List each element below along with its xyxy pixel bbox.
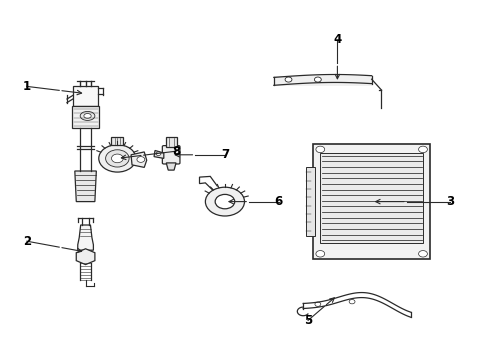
Text: 5: 5 bbox=[304, 314, 311, 327]
Circle shape bbox=[348, 300, 354, 304]
Bar bbox=[165, 136, 176, 147]
Circle shape bbox=[418, 251, 427, 257]
Bar bbox=[320, 153, 422, 243]
Polygon shape bbox=[166, 163, 176, 170]
Circle shape bbox=[315, 146, 324, 153]
Text: 8: 8 bbox=[172, 145, 180, 158]
FancyBboxPatch shape bbox=[162, 145, 180, 164]
Ellipse shape bbox=[80, 112, 95, 120]
Circle shape bbox=[156, 152, 161, 156]
Circle shape bbox=[99, 145, 136, 172]
Text: 6: 6 bbox=[274, 195, 282, 208]
Bar bbox=[73, 86, 98, 106]
Ellipse shape bbox=[84, 114, 91, 118]
Circle shape bbox=[215, 194, 234, 209]
Polygon shape bbox=[75, 171, 96, 202]
Text: 7: 7 bbox=[221, 148, 228, 161]
Polygon shape bbox=[76, 249, 95, 265]
Circle shape bbox=[314, 77, 321, 82]
Circle shape bbox=[315, 251, 324, 257]
Text: 1: 1 bbox=[23, 80, 31, 93]
Text: 2: 2 bbox=[23, 235, 31, 248]
Bar bbox=[72, 106, 99, 128]
Circle shape bbox=[314, 302, 320, 306]
Polygon shape bbox=[78, 225, 93, 250]
Text: 4: 4 bbox=[333, 33, 341, 46]
Bar bbox=[111, 137, 123, 145]
Bar bbox=[312, 144, 429, 259]
Polygon shape bbox=[154, 150, 163, 158]
Text: 3: 3 bbox=[445, 195, 453, 208]
Circle shape bbox=[205, 187, 244, 216]
Circle shape bbox=[137, 157, 144, 162]
Circle shape bbox=[285, 77, 291, 82]
Bar bbox=[305, 167, 315, 236]
Polygon shape bbox=[131, 152, 146, 167]
Circle shape bbox=[105, 150, 129, 167]
Circle shape bbox=[111, 154, 123, 163]
Circle shape bbox=[418, 146, 427, 153]
